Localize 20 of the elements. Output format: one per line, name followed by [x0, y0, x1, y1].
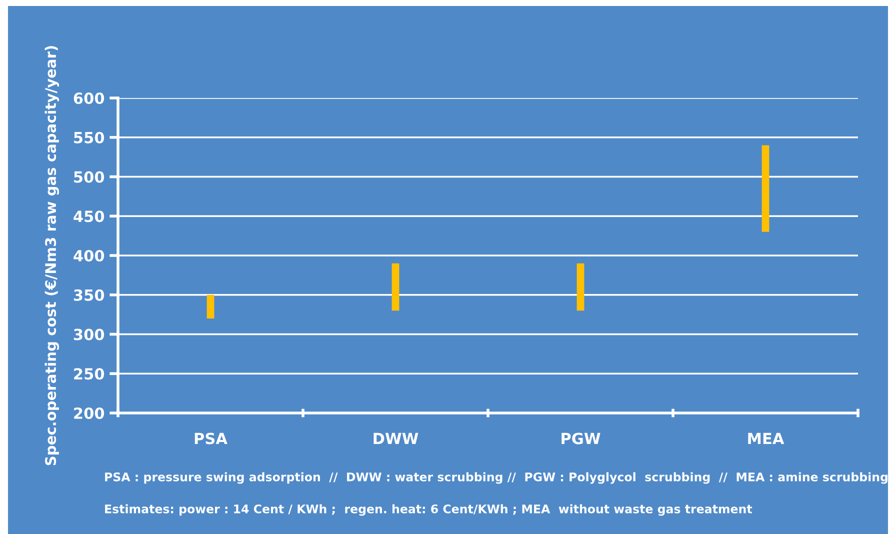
- y-tick-label: 200: [74, 407, 104, 420]
- x-tick-label: PGW: [562, 432, 600, 444]
- bar: [762, 145, 770, 232]
- y-tick-label: 450: [74, 210, 104, 222]
- x-tick-label: MEA: [748, 432, 784, 444]
- bar: [392, 263, 400, 311]
- text: Estimates: power : 14 Cent / KWh ; regen. heat: 6 Cent/KWh ; MEA without waste gas treatment: [105, 504, 752, 516]
- y-tick-label: 350: [74, 289, 104, 301]
- y-tick-label: 400: [74, 250, 104, 262]
- x-tick-label: PSA: [194, 432, 228, 444]
- y-tick-label: 500: [74, 171, 104, 183]
- bar: [206, 294, 214, 318]
- y-tick-label: 600: [74, 92, 104, 104]
- y-tick-label: 250: [74, 368, 104, 380]
- y-tick-label: 300: [74, 328, 104, 340]
- x-tick-label: DWW: [374, 432, 418, 444]
- bar: [576, 263, 584, 311]
- y-axis-title: Spec.operating cost (€/Nm3 raw gas capacity/year): [44, 46, 60, 466]
- text: PSA : pressure swing adsorption // DWW : water scrubbing // PGW : Polyglycol scrubbing // MEA : amine scrubbing: [105, 472, 888, 484]
- y-tick-label: 550: [74, 132, 104, 144]
